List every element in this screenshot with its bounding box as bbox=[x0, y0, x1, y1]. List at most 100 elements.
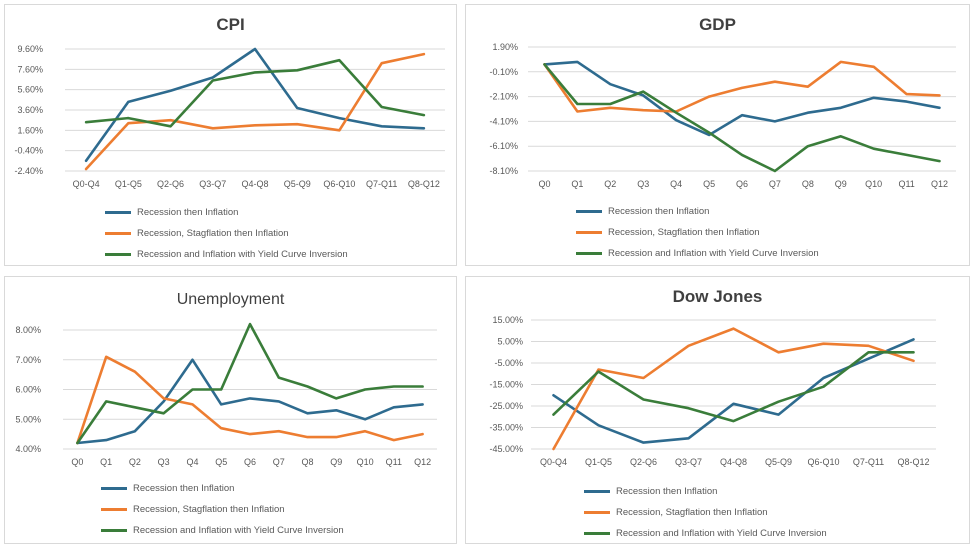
x-tick-label: Q6 bbox=[736, 179, 748, 189]
x-tick-label: Q0-Q4 bbox=[540, 457, 567, 467]
x-tick-label: Q2-Q6 bbox=[157, 179, 184, 189]
x-tick-label: Q8-Q12 bbox=[897, 457, 929, 467]
gdp-legend: Recession then Inflation Recession, Stag… bbox=[576, 201, 819, 264]
y-tick-label: -5.00% bbox=[494, 358, 523, 368]
y-tick-label: 7.00% bbox=[15, 355, 41, 365]
y-tick-label: 1.90% bbox=[492, 42, 518, 52]
legend-label: Recession then Inflation bbox=[137, 207, 239, 218]
y-tick-label: -25.00% bbox=[489, 401, 523, 411]
legend-label: Recession then Inflation bbox=[616, 486, 718, 497]
x-tick-label: Q6-Q10 bbox=[323, 179, 355, 189]
dow-jones-chart-title: Dow Jones bbox=[672, 287, 763, 306]
legend-swatch bbox=[584, 511, 610, 514]
x-tick-label: Q4 bbox=[670, 179, 682, 189]
dow-jones-legend: Recession then Inflation Recession, Stag… bbox=[584, 481, 827, 544]
series-line-2 bbox=[543, 60, 941, 113]
series-line-2 bbox=[76, 355, 424, 445]
series-line-1 bbox=[543, 60, 941, 137]
x-tick-label: Q3-Q7 bbox=[199, 179, 226, 189]
legend-item: Recession and Inflation with Yield Curve… bbox=[101, 520, 344, 541]
y-tick-label: 5.60% bbox=[17, 85, 43, 95]
x-tick-label: Q6 bbox=[244, 457, 256, 467]
legend-swatch bbox=[584, 490, 610, 493]
x-tick-label: Q7-Q11 bbox=[366, 179, 397, 189]
y-tick-label: -4.10% bbox=[489, 116, 518, 126]
y-tick-label: 9.60% bbox=[17, 44, 43, 54]
series-line-1 bbox=[76, 358, 424, 445]
legend-item: Recession then Inflation bbox=[584, 481, 827, 502]
x-tick-label: Q8-Q12 bbox=[408, 179, 440, 189]
legend-item: Recession and Inflation with Yield Curve… bbox=[105, 244, 348, 265]
x-tick-label: Q5-Q9 bbox=[284, 179, 311, 189]
y-tick-label: 15.00% bbox=[492, 315, 523, 325]
legend-item: Recession then Inflation bbox=[105, 202, 348, 223]
y-tick-label: -2.10% bbox=[489, 92, 518, 102]
y-tick-label: 5.00% bbox=[15, 414, 41, 424]
legend-item: Recession then Inflation bbox=[576, 201, 819, 222]
x-tick-label: Q7 bbox=[273, 457, 285, 467]
gdp-chart-title: GDP bbox=[699, 15, 736, 34]
legend-label: Recession then Inflation bbox=[608, 206, 710, 217]
y-tick-label: 1.60% bbox=[17, 125, 43, 135]
legend-label: Recession and Inflation with Yield Curve… bbox=[616, 528, 827, 539]
x-tick-label: Q10 bbox=[865, 179, 882, 189]
legend-label: Recession and Inflation with Yield Curve… bbox=[133, 525, 344, 536]
x-tick-label: Q3-Q7 bbox=[675, 457, 702, 467]
x-tick-label: Q8 bbox=[802, 179, 814, 189]
legend-label: Recession, Stagflation then Inflation bbox=[133, 504, 285, 515]
unemployment-chart-panel: Unemployment 8.00% 7.00% 6.00% 5.00% 4.00% Q0… bbox=[4, 276, 457, 544]
x-tick-label: Q4-Q8 bbox=[241, 179, 268, 189]
dow-jones-chart-panel: Dow Jones 15.00% 5.00% -5.00% -15.00% -25.00… bbox=[465, 276, 970, 544]
y-tick-label: -0.10% bbox=[489, 67, 518, 77]
series-line-2 bbox=[84, 52, 426, 171]
x-tick-label: Q2 bbox=[129, 457, 141, 467]
x-tick-label: Q12 bbox=[414, 457, 431, 467]
legend-item: Recession, Stagflation then Inflation bbox=[105, 223, 348, 244]
legend-item: Recession, Stagflation then Inflation bbox=[576, 222, 819, 243]
x-tick-label: Q10 bbox=[357, 457, 374, 467]
legend-swatch bbox=[576, 252, 602, 255]
x-tick-label: Q2-Q6 bbox=[630, 457, 657, 467]
y-tick-label: 7.60% bbox=[17, 64, 43, 74]
x-tick-label: Q9 bbox=[835, 179, 847, 189]
legend-swatch bbox=[576, 231, 602, 234]
x-tick-label: Q3 bbox=[637, 179, 649, 189]
y-tick-label: 3.60% bbox=[17, 105, 43, 115]
y-tick-label: -35.00% bbox=[489, 423, 523, 433]
y-tick-label: -8.10% bbox=[489, 166, 518, 176]
y-tick-label: -45.00% bbox=[489, 444, 523, 454]
series-line-3 bbox=[552, 351, 915, 423]
x-tick-label: Q2 bbox=[604, 179, 616, 189]
series-line-1 bbox=[84, 47, 426, 163]
y-tick-label: 5.00% bbox=[497, 337, 523, 347]
legend-swatch bbox=[101, 508, 127, 511]
x-tick-label: Q3 bbox=[158, 457, 170, 467]
legend-item: Recession and Inflation with Yield Curve… bbox=[584, 523, 827, 544]
legend-swatch bbox=[101, 487, 127, 490]
x-tick-label: Q7 bbox=[769, 179, 781, 189]
x-tick-label: Q12 bbox=[931, 179, 948, 189]
series-line-2 bbox=[552, 327, 915, 451]
unemployment-legend: Recession then Inflation Recession, Stag… bbox=[101, 478, 344, 541]
x-tick-label: Q5-Q9 bbox=[765, 457, 792, 467]
x-tick-label: Q6-Q10 bbox=[807, 457, 839, 467]
legend-label: Recession, Stagflation then Inflation bbox=[137, 228, 289, 239]
legend-label: Recession then Inflation bbox=[133, 483, 235, 494]
gdp-chart-panel: GDP 1.90% -0.10% -2.10% -4.10% -6.10% -8.10% Q… bbox=[465, 4, 970, 266]
x-tick-label: Q11 bbox=[898, 179, 914, 189]
cpi-legend: Recession then Inflation Recession, Stag… bbox=[105, 202, 348, 265]
y-tick-label: -15.00% bbox=[489, 380, 523, 390]
legend-label: Recession, Stagflation then Inflation bbox=[616, 507, 768, 518]
legend-item: Recession, Stagflation then Inflation bbox=[101, 499, 344, 520]
dow-jones-chart-svg: 15.00% 5.00% -5.00% -15.00% -25.00% -35.00% -4… bbox=[489, 315, 936, 467]
gdp-chart-svg: 1.90% -0.10% -2.10% -4.10% -6.10% -8.10% Q0 Q1 Q… bbox=[489, 42, 956, 189]
legend-swatch bbox=[105, 253, 131, 256]
y-tick-label: 6.00% bbox=[15, 385, 41, 395]
x-tick-label: Q0-Q4 bbox=[73, 179, 100, 189]
cpi-chart-title: CPI bbox=[216, 15, 245, 34]
x-tick-label: Q8 bbox=[302, 457, 314, 467]
y-tick-label: 4.00% bbox=[15, 444, 41, 454]
x-tick-label: Q0 bbox=[538, 179, 550, 189]
legend-swatch bbox=[105, 211, 131, 214]
series-line-3 bbox=[76, 322, 424, 445]
